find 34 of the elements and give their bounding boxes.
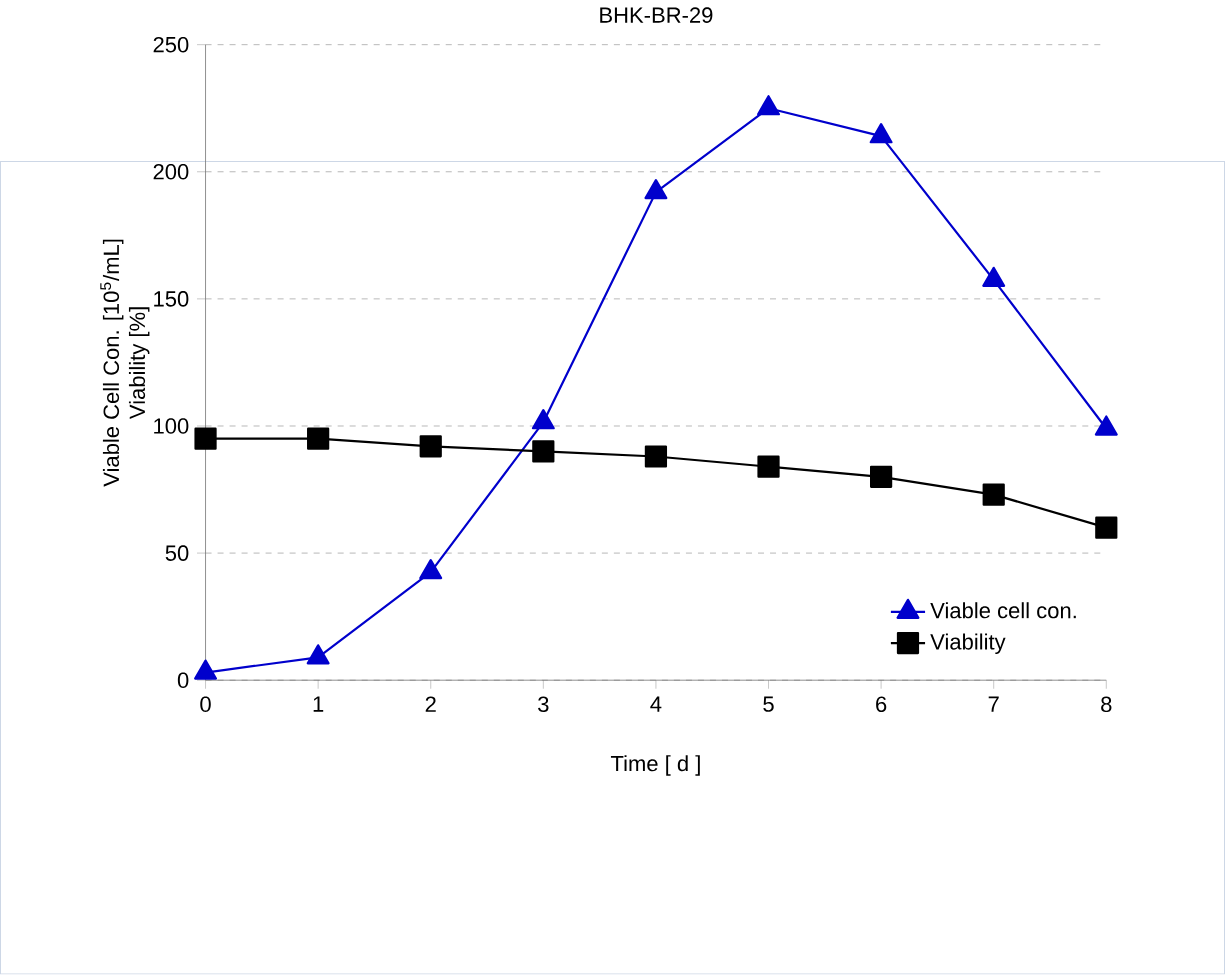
x-tick-label: 5	[763, 696, 774, 713]
point	[644, 179, 668, 200]
point	[307, 427, 330, 451]
legend-label: Viable cell con.	[930, 602, 1076, 619]
y-tick-label: 250	[153, 37, 189, 53]
y-tick-label: 100	[154, 418, 189, 434]
x-tick-label: 7	[988, 696, 999, 712]
point	[870, 465, 893, 489]
x-tick-label: 8	[1101, 696, 1112, 713]
text: Viability [%]	[128, 307, 150, 420]
y-tick-label: 150	[154, 291, 189, 307]
point	[869, 123, 893, 144]
x-axis-title: Time [ d ]	[610, 755, 700, 776]
text: Viable Cell Con. [10$^{5}$/mL]	[100, 239, 124, 487]
x-tick-label: 0	[200, 696, 211, 713]
x-tick-label: 2	[425, 696, 436, 713]
legend-label: Viability	[930, 633, 1006, 655]
point	[194, 427, 217, 451]
point	[757, 455, 780, 478]
point	[532, 440, 555, 463]
point	[757, 95, 781, 116]
y-tick-label: 50	[165, 545, 189, 562]
point	[419, 435, 442, 458]
y-tick-label: 0	[177, 672, 189, 689]
chart-title: BHK-BR-29	[600, 7, 713, 24]
point	[982, 266, 1006, 288]
x-tick-label: 4	[650, 696, 662, 712]
x-tick-label: 3	[538, 696, 549, 713]
y-tick-label: 200	[153, 164, 189, 180]
x-tick-label: 1	[313, 696, 324, 712]
point	[1095, 516, 1118, 539]
x-tick-label: 6	[876, 696, 887, 713]
point	[644, 445, 668, 468]
point	[982, 483, 1005, 506]
